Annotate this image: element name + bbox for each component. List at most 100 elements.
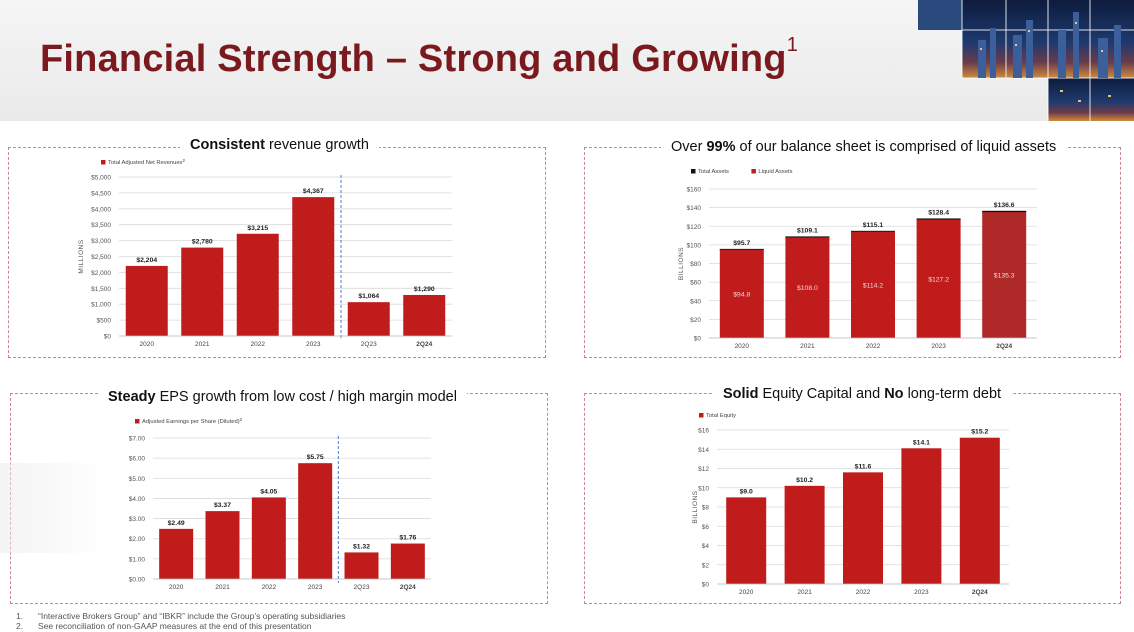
footnote-1: 1. “Interactive Brokers Group” and “IBKR”…: [16, 611, 346, 621]
bar: [181, 247, 224, 336]
y-tick-label: $0: [702, 582, 710, 589]
liquid-assets-label: $135.3: [994, 273, 1015, 280]
y-tick-label: $60: [690, 280, 701, 287]
bar: [726, 497, 767, 584]
x-tick-label: 2020: [735, 343, 750, 350]
x-tick-label: 2023: [914, 589, 929, 596]
total-assets-bar: [916, 218, 961, 221]
x-tick-label: 2020: [739, 589, 754, 596]
decorative-fade: [0, 463, 108, 553]
total-assets-label: $109.1: [797, 227, 818, 234]
x-tick-label: 2Q24: [996, 343, 1012, 350]
y-tick-label: $16: [698, 428, 709, 435]
y-tick-label: $4,000: [91, 206, 111, 213]
data-label: $11.6: [855, 463, 872, 470]
y-tick-label: $1.00: [129, 556, 146, 563]
bar: [236, 233, 279, 336]
liquid-assets-bar: [982, 212, 1027, 338]
revenue-chart: $0 $500 $1,000 $1,500 $2,000 $2,500 $3,000 $3,5…: [78, 158, 452, 348]
data-label: $1.76: [399, 535, 416, 542]
equity-chart: $0 $2 $4 $6 $8 $10 $12 $14 $16 BILLIONS Total Equi…: [692, 413, 1009, 596]
y-tick-label: $6: [702, 524, 710, 531]
x-tick-label: 2022: [251, 341, 266, 348]
total-assets-bar: [785, 236, 830, 238]
y-tick-label: $2,000: [91, 270, 111, 277]
footnote-2: 2. See reconciliation of non-GAAP measure…: [16, 621, 312, 631]
data-label: $2,204: [136, 257, 157, 264]
x-tick-label: 2022: [866, 343, 881, 350]
data-label: $1,290: [414, 286, 435, 293]
bar: [344, 552, 379, 579]
y-tick-label: $20: [690, 317, 701, 324]
data-label: $15.2: [971, 429, 988, 436]
y-tick-label: $120: [687, 224, 702, 231]
x-tick-label: 2Q24: [416, 341, 432, 348]
x-tick-label: 2021: [797, 589, 812, 596]
liquid-assets-bar: [916, 219, 961, 338]
y-tick-label: $8: [702, 505, 710, 512]
y-tick-label: $5.00: [129, 476, 146, 483]
y-tick-label: $160: [687, 187, 702, 194]
equity-panel-title: Solid Equity Capital and No long-term de…: [713, 386, 1012, 402]
total-assets-label: $115.1: [863, 222, 884, 229]
y-axis-label: BILLIONS: [678, 247, 685, 280]
y-tick-label: $1,500: [91, 286, 111, 293]
total-assets-bar: [982, 210, 1027, 213]
y-tick-label: $40: [690, 298, 701, 305]
legend-entry: Total Assets: [698, 169, 729, 175]
eps-panel-title: Steady EPS growth from low cost / high m…: [98, 389, 467, 405]
x-tick-label: 2020: [140, 341, 155, 348]
bar: [843, 472, 883, 584]
legend-entry: Total Equity: [706, 413, 736, 419]
balance-sheet-panel: Over 99% of our balance sheet is compris…: [584, 139, 1121, 358]
total-assets-label: $128.4: [928, 209, 949, 216]
legend-entry: Liquid Assets: [758, 169, 792, 175]
liquid-assets-bar: [851, 231, 895, 338]
revenue-panel-title: Consistent revenue growth: [180, 137, 379, 153]
bar: [959, 437, 1000, 584]
y-tick-label: $12: [698, 466, 709, 473]
data-label: $4.05: [260, 488, 277, 495]
y-tick-label: $14: [698, 447, 709, 454]
liquid-assets-bar: [719, 249, 764, 338]
liquid-assets-label: $108.0: [797, 285, 818, 292]
data-label: $1.32: [353, 543, 370, 550]
y-tick-label: $2: [702, 562, 710, 569]
bar: [901, 448, 942, 584]
balance-sheet-chart: $0 $20 $40 $60 $80 $100 $120 $140 $160 BILLIONS To…: [678, 169, 1037, 350]
y-tick-label: $4.00: [129, 496, 146, 503]
data-label: $14.1: [913, 439, 930, 446]
liquid-assets-label: $114.2: [863, 282, 884, 289]
y-tick-label: $140: [687, 205, 702, 212]
data-label: $2,780: [192, 239, 213, 246]
page-title-text: Financial Strength – Strong and Growing: [40, 38, 787, 80]
data-label: $5.75: [307, 454, 324, 461]
x-tick-label: 2Q23: [361, 341, 377, 348]
x-tick-label: 2021: [215, 584, 230, 591]
bar: [347, 302, 390, 336]
y-tick-label: $500: [97, 318, 112, 325]
total-assets-label: $136.6: [994, 202, 1015, 209]
x-tick-label: 2Q24: [972, 589, 988, 596]
bar: [292, 197, 335, 336]
data-label: $10.2: [796, 477, 813, 484]
y-tick-label: $7.00: [129, 436, 146, 443]
data-label: $2.49: [168, 520, 185, 527]
bar: [403, 294, 446, 336]
total-assets-bar: [719, 248, 764, 251]
legend-swatch: [691, 169, 696, 174]
x-tick-label: 2023: [931, 343, 946, 350]
legend-entry: Adjusted Earnings per Share (Diluted)2: [142, 417, 243, 425]
y-tick-label: $2.00: [129, 536, 146, 543]
x-tick-label: 2021: [195, 341, 210, 348]
data-label: $9.0: [740, 488, 753, 495]
y-axis-label: MILLIONS: [78, 239, 85, 274]
y-tick-label: $3,000: [91, 238, 111, 245]
equity-panel: Solid Equity Capital and No long-term de…: [584, 386, 1121, 604]
liquid-assets-label: $127.2: [928, 276, 949, 283]
y-tick-label: $4: [702, 543, 710, 550]
data-label: $3,215: [247, 225, 268, 232]
bar: [205, 511, 240, 579]
data-label: $4,367: [303, 188, 324, 195]
total-assets-bar: [851, 230, 895, 233]
